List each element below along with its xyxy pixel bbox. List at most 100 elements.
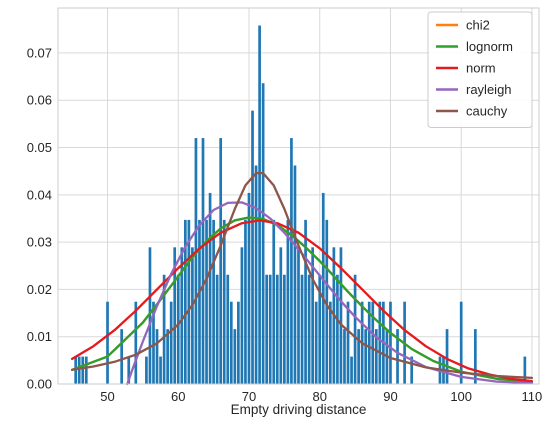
histogram-bar [229,301,233,384]
histogram-bar [378,301,382,384]
fitted-curves [70,171,534,386]
histogram-bar [364,329,368,384]
histogram-bar [336,274,339,384]
histogram-bar [357,329,360,384]
histogram-bar [240,247,244,384]
histogram-bar [180,247,184,384]
y-tick-label: 0.07 [27,45,52,60]
histogram-bar [134,301,138,384]
histogram-bar [251,110,254,385]
y-tick-label: 0.00 [27,377,52,392]
histogram-bar [148,247,152,384]
histogram-bar [244,219,247,384]
histogram-bar [473,329,477,384]
histogram-bar [396,329,399,384]
y-tick-label: 0.05 [27,140,52,155]
histogram-bar [445,329,449,384]
histogram-bar [261,83,265,384]
histogram-bar [176,274,180,384]
histogram-bar [272,219,276,384]
histogram-bar [155,329,159,384]
x-tick-label: 50 [100,389,114,404]
histogram-bar [268,274,272,384]
histogram-bar [173,247,177,384]
legend-label: norm [466,61,496,76]
histogram-bar [237,301,240,384]
histogram-bar [258,25,261,385]
histogram-bar [314,301,318,384]
x-axis-label: Empty driving distance [231,402,367,417]
histogram-bar [77,356,81,384]
histogram-bar [304,219,307,384]
histogram-bar [293,165,297,384]
histogram-bar [183,219,187,384]
histogram-bar [311,247,314,384]
y-tick-label: 0.01 [27,329,52,344]
x-tick-labels: 50 60 70 80 90 100 110 [100,389,542,404]
y-tick-label: 0.03 [27,235,52,250]
histogram-bar [226,274,230,384]
plot-frame [57,7,540,385]
legend-label: chi2 [466,18,490,33]
rayleigh-curve [126,201,534,386]
legend-label: cauchy [466,104,508,119]
cauchy-curve [70,171,534,380]
histogram-bar [307,274,311,384]
y-tick-labels: 0.00 0.01 0.02 0.03 0.04 0.05 0.06 0.07 [27,45,52,391]
legend-label: rayleigh [466,82,512,97]
histogram-bar [283,274,286,384]
histogram-bar [219,138,223,384]
x-tick-label: 60 [171,389,185,404]
lognorm-curve [70,216,534,384]
norm-curve [70,219,534,383]
histogram-bar [350,356,353,384]
histogram-bar [374,329,378,384]
histogram-bar [152,301,155,384]
histogram-bar [208,192,212,384]
histogram-bar [254,165,258,384]
histogram-bar [222,219,226,384]
x-tick-label: 80 [312,389,326,404]
histogram-bar [169,301,173,384]
x-tick-label: 110 [522,389,543,404]
histogram-bar [201,138,205,384]
x-tick-label: 100 [450,389,472,404]
histogram-bar [198,219,201,384]
histogram-bar [343,329,346,384]
histogram-bar [339,247,343,384]
histogram-bar [106,301,109,384]
histogram-bar [318,274,322,384]
histogram-bar [346,301,350,384]
histogram-bar [145,356,148,384]
histogram-bar [325,219,329,384]
histogram-bar [159,356,162,384]
histogram-bar [233,329,237,384]
histogram-bar [321,192,325,384]
legend-box [427,11,533,128]
x-tick-label: 70 [242,389,256,404]
legend: chi2 lognorm norm rayleigh cauchy [427,11,533,128]
histogram-bar [265,274,269,384]
histogram-bar [84,356,88,384]
histogram-bar [353,274,357,384]
histogram-bars [74,25,527,385]
histogram-bar [191,247,194,384]
y-tick-label: 0.06 [27,93,52,108]
histogram-bar [523,356,527,384]
histogram-bar [127,356,131,384]
legend-label: lognorm [466,39,513,54]
histogram-bar [247,192,251,384]
histogram-bar [205,219,208,384]
histogram-bar [410,356,414,384]
histogram-bar [275,274,279,384]
histogram-bar [389,301,392,384]
histogram-bar [371,301,375,384]
histogram-bar [166,329,169,384]
histogram-bar [297,247,300,384]
histogram-bar [367,301,371,384]
x-tick-label: 90 [383,389,397,404]
histogram-bar [300,274,304,384]
histogram-bar [459,301,463,384]
histogram-bar [212,219,215,384]
